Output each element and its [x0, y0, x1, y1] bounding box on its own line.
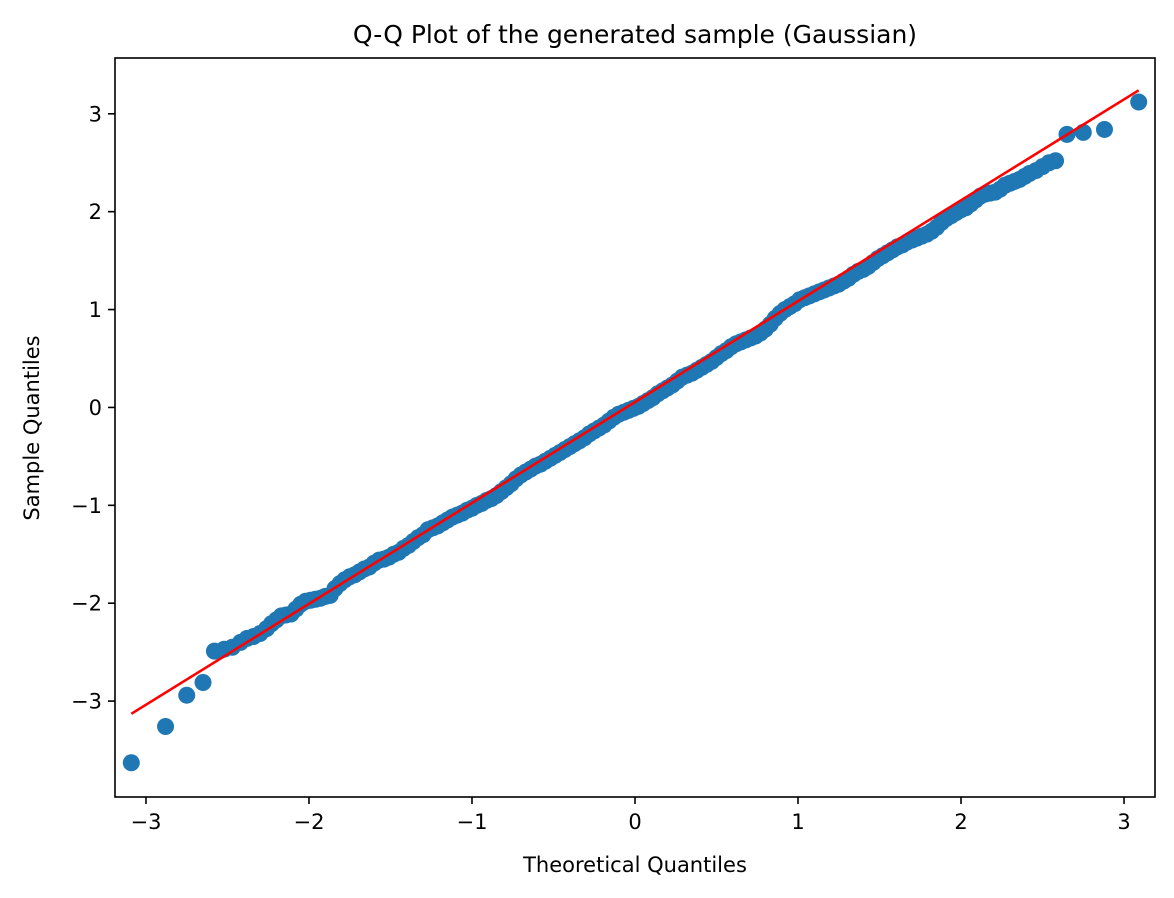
x-tick-label: −2 [293, 810, 324, 834]
x-tick-label: 1 [791, 810, 804, 834]
data-point [194, 673, 212, 691]
data-point [157, 718, 175, 736]
y-tick-label: 3 [89, 102, 102, 126]
chart-title: Q-Q Plot of the generated sample (Gaussi… [353, 20, 917, 49]
y-tick-label: 1 [89, 298, 102, 322]
y-tick-label: −2 [71, 592, 102, 616]
data-point [1047, 152, 1065, 170]
plot-frame [114, 57, 1156, 798]
y-tick-label: 2 [89, 200, 102, 224]
y-tick-label: −3 [71, 690, 102, 714]
x-tick-label: 3 [1117, 810, 1130, 834]
x-axis: −3 −2 −1 0 1 2 3 [130, 797, 1131, 834]
y-tick-label: −1 [71, 494, 102, 518]
x-tick-label: −1 [457, 810, 488, 834]
data-point [178, 686, 196, 704]
plot-area [122, 89, 1148, 772]
x-axis-label: Theoretical Quantiles [522, 853, 747, 877]
data-point [1095, 120, 1113, 138]
x-tick-label: −3 [130, 810, 161, 834]
y-axis: −3 −2 −1 0 1 2 3 [71, 102, 115, 714]
reference-line [130, 89, 1140, 715]
x-tick-label: 0 [628, 810, 641, 834]
x-tick-label: 2 [954, 810, 967, 834]
y-axis-label: Sample Quantiles [20, 335, 44, 520]
data-point [122, 754, 140, 772]
data-point [1130, 93, 1148, 111]
y-tick-label: 0 [89, 396, 102, 420]
data-point [1074, 123, 1092, 141]
sample-quantile-points [122, 93, 1148, 772]
